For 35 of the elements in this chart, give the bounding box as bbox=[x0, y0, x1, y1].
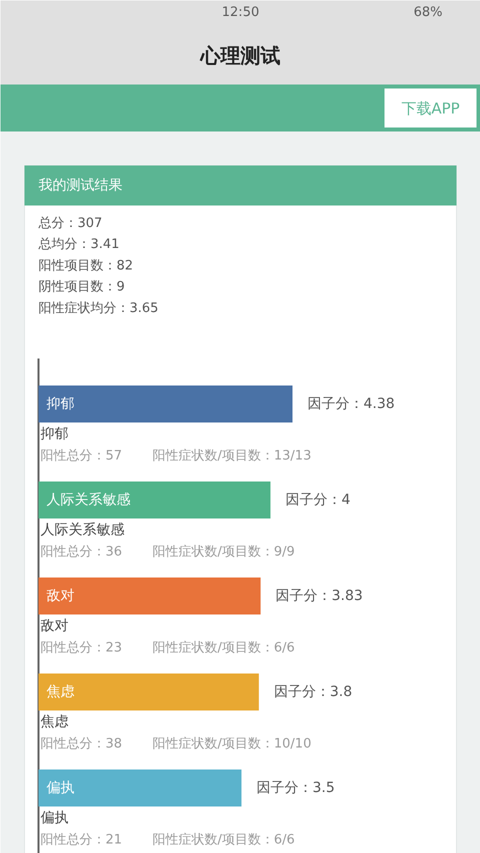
annotation: 阳性总分：38 bbox=[40, 736, 122, 752]
bar bbox=[38, 578, 261, 614]
annotation: 阳性症状数/项目数：6/6 bbox=[152, 832, 295, 848]
annotation: 阳性总分：23 bbox=[40, 640, 122, 656]
data-label: 因子分：3.5 bbox=[256, 780, 335, 796]
annotation: 阳性总分：57 bbox=[40, 448, 122, 464]
text: 总分：307 bbox=[38, 216, 102, 231]
annotation: 阳性症状数/项目数：13/13 bbox=[152, 448, 312, 464]
bar bbox=[38, 386, 292, 422]
annotation: 阳性症状数/项目数：6/6 bbox=[152, 640, 295, 656]
y-tick-label: 敌对 bbox=[46, 588, 74, 604]
text: 下载APP bbox=[401, 100, 460, 118]
y-tick-label: 焦虑 bbox=[46, 684, 74, 700]
data-label: 因子分：4.38 bbox=[308, 396, 395, 412]
chart-title: 心理测试 bbox=[200, 44, 280, 68]
annotation: 阳性症状数/项目数：9/9 bbox=[152, 544, 295, 560]
data-label: 因子分：3.8 bbox=[274, 684, 352, 700]
y-tick-label: 偏执 bbox=[46, 780, 74, 796]
text: 阴性项目数：9 bbox=[38, 280, 125, 295]
bar bbox=[38, 770, 242, 806]
chart-subtitle: 我的测试结果 bbox=[38, 178, 122, 194]
annotation: 阳性症状数/项目数：10/10 bbox=[152, 736, 312, 752]
bar bbox=[38, 482, 270, 518]
text: 阳性症状均分：3.65 bbox=[38, 300, 158, 316]
y-tick-label: 抑郁 bbox=[46, 396, 74, 412]
text: 68% bbox=[414, 5, 443, 20]
annotation: 阳性总分：36 bbox=[40, 544, 122, 560]
data-label: 因子分：3.83 bbox=[276, 588, 363, 604]
text: 阳性项目数：82 bbox=[38, 258, 134, 274]
text: 总均分：3.41 bbox=[38, 237, 120, 252]
annotation: 阳性总分：21 bbox=[40, 832, 122, 848]
y-tick-label: 人际关系敏感 bbox=[46, 492, 130, 508]
data-label: 因子分：4 bbox=[285, 492, 350, 508]
text: 12:50 bbox=[222, 5, 260, 20]
bar bbox=[38, 674, 259, 710]
